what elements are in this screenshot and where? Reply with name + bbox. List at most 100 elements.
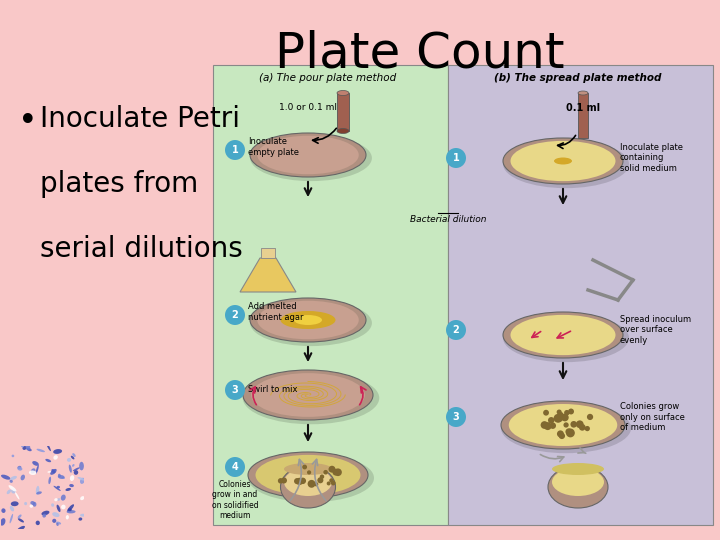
Ellipse shape [68, 464, 72, 472]
Circle shape [328, 465, 336, 472]
Circle shape [323, 470, 328, 475]
Ellipse shape [61, 477, 65, 479]
Ellipse shape [53, 455, 58, 460]
Circle shape [333, 469, 339, 476]
Circle shape [281, 477, 287, 483]
Ellipse shape [248, 454, 374, 502]
Ellipse shape [501, 401, 625, 449]
Text: Bacterial dilution: Bacterial dilution [410, 215, 486, 224]
Ellipse shape [256, 455, 361, 495]
Ellipse shape [257, 301, 359, 339]
Ellipse shape [58, 475, 65, 479]
Ellipse shape [552, 463, 604, 475]
Ellipse shape [24, 502, 27, 505]
Circle shape [558, 412, 564, 417]
Ellipse shape [72, 453, 76, 457]
Text: Inoculate plate
containing
solid medium: Inoculate plate containing solid medium [620, 143, 683, 173]
Circle shape [334, 468, 342, 476]
Ellipse shape [73, 470, 78, 475]
Circle shape [549, 422, 556, 429]
Ellipse shape [21, 444, 24, 448]
Ellipse shape [250, 300, 372, 346]
Ellipse shape [56, 522, 61, 524]
Ellipse shape [27, 448, 32, 451]
Ellipse shape [48, 471, 51, 473]
Ellipse shape [337, 129, 349, 133]
Circle shape [300, 477, 306, 484]
Ellipse shape [66, 488, 71, 491]
Ellipse shape [503, 312, 623, 358]
Ellipse shape [243, 372, 379, 424]
Ellipse shape [284, 468, 332, 496]
Text: Swirl to mix: Swirl to mix [248, 386, 297, 395]
Text: 1: 1 [232, 145, 238, 155]
Text: 3: 3 [232, 385, 238, 395]
Text: (b) The spread plate method: (b) The spread plate method [495, 73, 662, 83]
Ellipse shape [18, 515, 22, 518]
Ellipse shape [250, 135, 372, 181]
Bar [213, 65, 448, 525]
Circle shape [554, 414, 562, 423]
Ellipse shape [31, 468, 35, 474]
Circle shape [543, 410, 549, 416]
Ellipse shape [67, 504, 74, 512]
Ellipse shape [42, 511, 50, 515]
Ellipse shape [68, 508, 72, 511]
Ellipse shape [57, 486, 60, 488]
Ellipse shape [61, 505, 66, 509]
Circle shape [548, 417, 554, 423]
Ellipse shape [250, 133, 366, 177]
Ellipse shape [53, 512, 60, 517]
Ellipse shape [53, 486, 60, 491]
Ellipse shape [11, 489, 16, 494]
Ellipse shape [503, 140, 629, 188]
Ellipse shape [45, 459, 51, 462]
Ellipse shape [503, 314, 629, 362]
Ellipse shape [281, 311, 336, 329]
Ellipse shape [29, 470, 37, 475]
Circle shape [327, 482, 330, 485]
Circle shape [557, 415, 563, 422]
Ellipse shape [78, 477, 85, 481]
Ellipse shape [73, 467, 80, 471]
Ellipse shape [50, 469, 57, 475]
Circle shape [566, 429, 575, 437]
Ellipse shape [509, 404, 617, 446]
Ellipse shape [32, 502, 37, 507]
Ellipse shape [17, 526, 25, 531]
Ellipse shape [0, 518, 6, 525]
Ellipse shape [17, 466, 22, 469]
Text: 4: 4 [232, 462, 238, 472]
Text: 1: 1 [453, 153, 459, 163]
Ellipse shape [250, 298, 366, 342]
Ellipse shape [51, 469, 55, 473]
Ellipse shape [9, 485, 17, 491]
Circle shape [320, 475, 324, 479]
Ellipse shape [503, 138, 623, 184]
Text: Inoculate Petri: Inoculate Petri [40, 105, 240, 133]
Ellipse shape [78, 517, 82, 521]
Text: Plate Count: Plate Count [275, 30, 564, 78]
Text: Spread inoculum
over surface
evenly: Spread inoculum over surface evenly [620, 315, 691, 345]
Ellipse shape [79, 462, 84, 470]
Text: Add melted
nutrient agar: Add melted nutrient agar [248, 302, 304, 322]
Circle shape [568, 409, 574, 415]
Ellipse shape [248, 452, 368, 498]
Circle shape [587, 414, 593, 420]
Ellipse shape [257, 136, 359, 174]
Bar [578, 93, 588, 138]
Ellipse shape [53, 519, 56, 523]
Circle shape [579, 424, 585, 431]
Ellipse shape [12, 455, 14, 457]
Ellipse shape [11, 501, 19, 506]
Text: (a) The pour plate method: (a) The pour plate method [259, 73, 397, 83]
Ellipse shape [1, 508, 6, 513]
Polygon shape [240, 258, 296, 292]
Ellipse shape [72, 464, 75, 467]
Bar [261, 248, 275, 258]
Ellipse shape [501, 403, 631, 453]
Ellipse shape [48, 477, 51, 484]
Text: Colonies grow
only on surface
of medium: Colonies grow only on surface of medium [620, 402, 685, 432]
Ellipse shape [284, 463, 332, 475]
Circle shape [564, 410, 570, 415]
